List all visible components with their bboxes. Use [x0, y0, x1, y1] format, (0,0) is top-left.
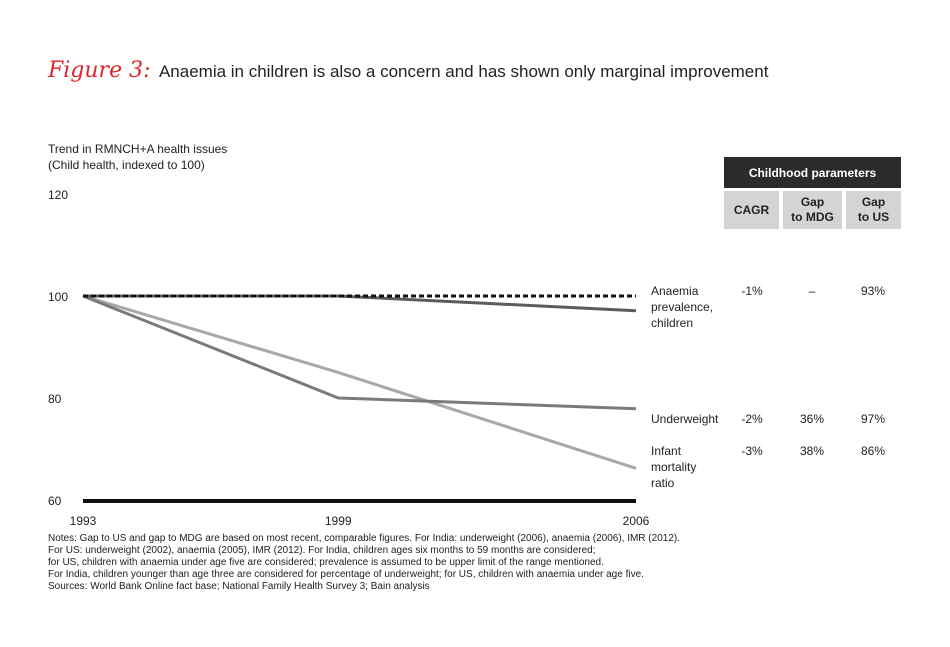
series-label-line: children [651, 316, 694, 330]
table-cell: 93% [860, 284, 886, 298]
series-label-underweight: Underweight [651, 411, 718, 427]
notes: Notes: Gap to US and gap to MDG are base… [48, 533, 680, 593]
table-column-cagr-label: CAGR [733, 202, 770, 217]
y-tick-label: 120 [48, 188, 68, 202]
note-line: Notes: Gap to US and gap to MDG are base… [48, 533, 680, 544]
note-line: For India, children younger than age thr… [48, 569, 644, 580]
y-axis-title: Trend in RMNCH+A health issues (Child he… [48, 141, 227, 173]
figure-label: Figure 3: [48, 58, 151, 83]
series-label-anaemia: Anaemia prevalence, children [651, 283, 713, 331]
series-label-line: Infant [651, 444, 682, 458]
x-tick-label: 1993 [70, 514, 97, 528]
note-line: For US: underweight (2002), anaemia (200… [48, 545, 596, 556]
table-cell: -1% [741, 284, 763, 298]
x-tick-label: 1999 [325, 514, 352, 528]
series-label-line: prevalence, [651, 300, 714, 314]
table-column-cagr: CAGR [724, 191, 779, 229]
x-tick-label: 2006 [623, 514, 650, 528]
y-tick-label: 60 [48, 494, 62, 508]
y-axis-title-line-2: (Child health, indexed to 100) [48, 158, 205, 172]
table-column-gap-mdg-label: Gap to MDG [791, 195, 834, 224]
table-column-gap-us-label: Gap to US [857, 195, 890, 224]
note-line: for US, children with anaemia under age … [48, 557, 604, 568]
series-label-line: Underweight [651, 412, 719, 426]
table-column-gap-us: Gap to US [846, 191, 901, 229]
table-cell: -3% [741, 444, 763, 458]
series-label-infant-mortality: Infant mortality ratio [651, 443, 696, 491]
y-tick-label: 80 [48, 392, 62, 406]
series-line [82, 294, 637, 470]
note-line: Sources: World Bank Online fact base; Na… [48, 581, 430, 592]
y-axis-title-line-1: Trend in RMNCH+A health issues [48, 142, 228, 156]
series-line [83, 294, 637, 313]
table-cell: 36% [799, 412, 825, 426]
table-header: Childhood parameters [724, 157, 901, 188]
figure-title: Figure 3: Anaemia in children is also a … [48, 58, 768, 83]
table-cell: 97% [860, 412, 886, 426]
table-cell: 38% [799, 444, 825, 458]
series-label-line: Anaemia [651, 284, 699, 298]
series-label-line: ratio [651, 476, 675, 490]
series-label-line: mortality [651, 460, 697, 474]
table-cell: – [808, 284, 816, 298]
y-tick-label: 100 [48, 290, 68, 304]
table-cell: -2% [741, 412, 763, 426]
figure-title-text: Anaemia in children is also a concern an… [158, 62, 769, 81]
table-cell: 86% [860, 444, 886, 458]
table-column-gap-mdg: Gap to MDG [783, 191, 842, 229]
series-line [82, 294, 637, 411]
